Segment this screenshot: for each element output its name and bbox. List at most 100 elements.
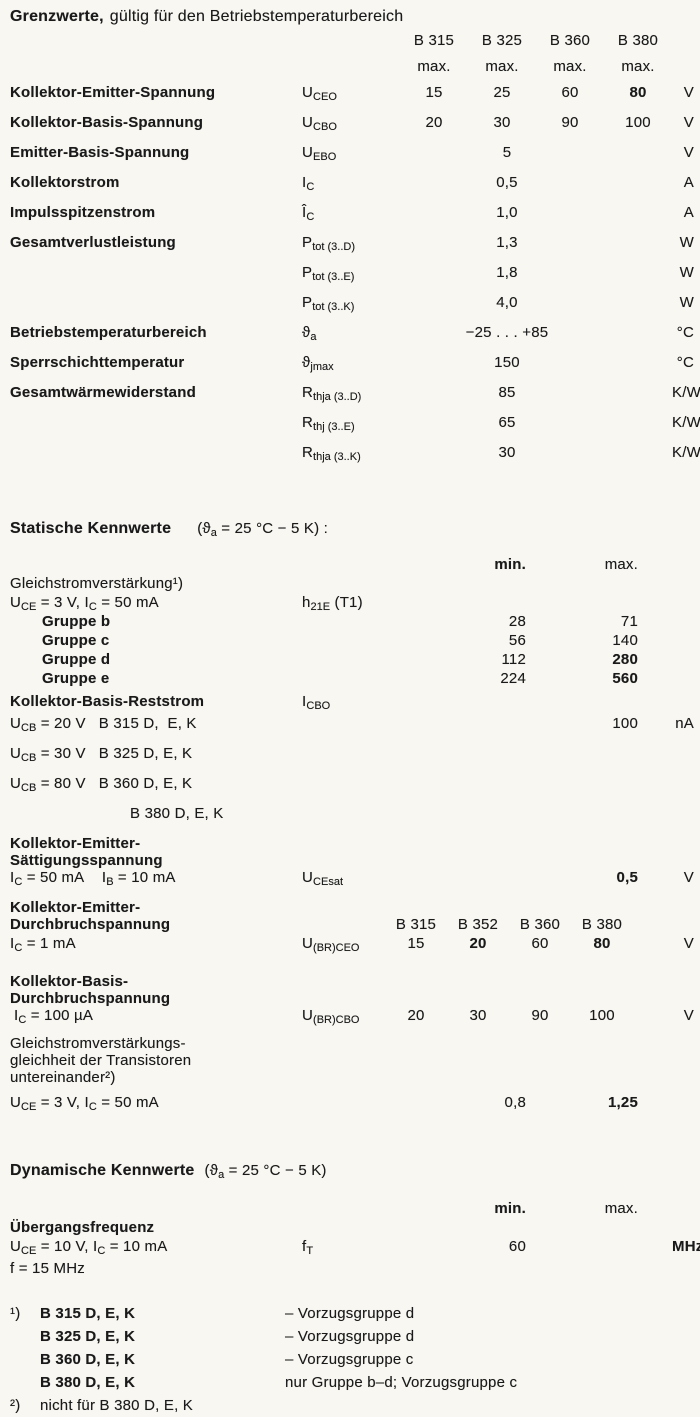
table-row: Rthja (3..K) 30 K/W — [10, 444, 700, 474]
symbol: IC — [302, 174, 315, 193]
value-common: 30 — [498, 444, 516, 461]
test-condition: UCB = 20 V B 315 D, E, K — [10, 715, 197, 734]
symbol: Ptot (3..D) — [302, 234, 356, 253]
row-label: Gruppe b — [42, 613, 111, 630]
value-b325: 30 — [493, 114, 511, 131]
footnote-type: B 325 D, E, K — [40, 1328, 136, 1345]
table-row: Rthj (3..E) 65 K/W — [10, 414, 700, 444]
table-row: Kollektor-Basis-Spannung UCBO 20 30 90 1… — [10, 114, 700, 144]
table-row: IC = 1 mA U(BR)CEO 15 20 60 80 V — [10, 935, 700, 961]
unit: V — [683, 935, 694, 952]
value-max: 140 — [612, 632, 638, 649]
footnote-type: B 360 D, E, K — [40, 1351, 136, 1368]
column-header-b380: B 380 — [581, 916, 623, 933]
footnote-marker-2: ²) — [10, 1397, 21, 1414]
row-label: Durchbruchspannung — [10, 990, 171, 1007]
symbol: ICBO — [302, 693, 331, 712]
unit: °C — [676, 324, 694, 341]
unit: V — [683, 144, 694, 161]
table-row: Gesamtwärmewiderstand Rthja (3..D) 85 K/… — [10, 384, 700, 414]
test-condition: IC = 50 mA IB = 10 mA — [10, 869, 176, 888]
symbol: Rthja (3..D) — [302, 384, 362, 403]
row-label: Kollektor-Basis-Spannung — [10, 114, 204, 131]
value-b352: 30 — [469, 1007, 487, 1024]
type-column-header-row: B 315 B 325 B 360 B 380 — [10, 32, 700, 58]
row-label: Betriebstemperaturbereich — [10, 324, 207, 341]
value-b315: 20 — [407, 1007, 425, 1024]
value-b380: 80 — [629, 84, 647, 101]
test-condition: f = 15 MHz — [10, 1260, 85, 1277]
row-label: Gesamtwärmewiderstand — [10, 384, 196, 401]
value-min: 224 — [500, 670, 526, 687]
value-b380: 80 — [593, 935, 611, 952]
value-common: 4,0 — [496, 294, 518, 311]
max-subheader-row: max. max. max. max. — [10, 58, 700, 84]
value-common: 65 — [498, 414, 516, 431]
table-row: UCE = 10 V, IC = 10 mA fT 60 MHz — [10, 1238, 700, 1260]
symbol: UCBO — [302, 114, 337, 133]
value-b380: 100 — [589, 1007, 615, 1024]
unit: W — [679, 264, 694, 281]
value-max: 1,25 — [608, 1094, 638, 1111]
symbol: ϑa — [302, 324, 317, 343]
value-common: 1,0 — [496, 204, 518, 221]
table-row: Gesamtverlustleistung Ptot (3..D) 1,3 W — [10, 234, 700, 264]
table-row: Sättigungsspannung — [10, 852, 700, 869]
unit: W — [679, 294, 694, 311]
symbol: Rthj (3..E) — [302, 414, 355, 433]
test-condition: IC = 1 mA — [10, 935, 76, 954]
row-label: Gleichstromverstärkung¹) — [10, 575, 184, 592]
table-row: B 380 D, E, K — [10, 805, 700, 831]
unit: V — [683, 114, 694, 131]
table-row: Gleichstromverstärkungs- — [10, 1035, 700, 1052]
row-label: Sättigungsspannung — [10, 852, 163, 869]
value-common: 85 — [498, 384, 516, 401]
test-condition: IC = 100 µA — [14, 1007, 94, 1026]
unit: A — [683, 204, 694, 221]
footnote-row: ¹) B 315 D, E, K – Vorzugsgruppe d — [10, 1305, 700, 1328]
section-heading-statische: Statische Kennwerte (ϑa = 25 °C − 5 K) : — [10, 520, 700, 542]
row-label: Kollektor-Emitter- — [10, 899, 141, 916]
value-b360: 90 — [531, 1007, 549, 1024]
table-row: Übergangsfrequenz — [10, 1219, 700, 1238]
footnote-row: B 380 D, E, K nur Gruppe b–d; Vorzugsgru… — [10, 1374, 700, 1397]
min-header: min. — [494, 556, 526, 573]
column-header-b315: B 315 — [395, 916, 437, 933]
value-b360: 60 — [531, 935, 549, 952]
row-label: Gleichstromverstärkungs- — [10, 1035, 186, 1052]
table-row: UCB = 20 V B 315 D, E, K 100 nA — [10, 715, 700, 745]
table-row: gleichheit der Transistoren — [10, 1052, 700, 1069]
subheader-max: max. — [621, 58, 655, 75]
column-header-b352: B 352 — [457, 916, 499, 933]
table-row: UCB = 30 V B 325 D, E, K — [10, 745, 700, 775]
value-b315: 20 — [425, 114, 443, 131]
symbol: UCEsat — [302, 869, 344, 888]
value-max: 280 — [612, 651, 638, 668]
table-row: Betriebstemperaturbereich ϑa −25 . . . +… — [10, 324, 700, 354]
subheader-max: max. — [485, 58, 519, 75]
symbol: U(BR)CEO — [302, 935, 360, 954]
value-min: 28 — [508, 613, 526, 630]
row-label: Kollektorstrom — [10, 174, 120, 191]
symbol: h21E (T1) — [302, 594, 363, 613]
table-row: Gleichstromverstärkung¹) — [10, 575, 700, 594]
symbol: ϑjmax — [302, 354, 334, 373]
table-row: untereinander²) — [10, 1069, 700, 1086]
footnote-row: B 325 D, E, K – Vorzugsgruppe d — [10, 1328, 700, 1351]
min-header: min. — [494, 1200, 526, 1217]
section-heading-condition: (ϑa = 25 °C − 5 K) — [204, 1162, 327, 1181]
column-header-b380: B 380 — [617, 32, 659, 49]
value-min: 112 — [501, 651, 526, 668]
footnote-text: nicht für B 380 D, E, K — [40, 1397, 194, 1414]
max-header: max. — [604, 556, 638, 573]
footnote-row: ²) nicht für B 380 D, E, K — [10, 1397, 700, 1417]
max-header: max. — [604, 1200, 638, 1217]
row-label: Durchbruchspannung — [10, 916, 171, 933]
test-condition: UCE = 3 V, IC = 50 mA — [10, 1094, 159, 1113]
value-b360: 90 — [561, 114, 579, 131]
value-common: 1,8 — [496, 264, 518, 281]
section-heading-bold: Statische Kennwerte — [10, 520, 172, 537]
test-condition: UCB = 30 V B 325 D, E, K — [10, 745, 193, 764]
table-row: UCE = 3 V, IC = 50 mA 0,8 1,25 — [10, 1094, 700, 1118]
